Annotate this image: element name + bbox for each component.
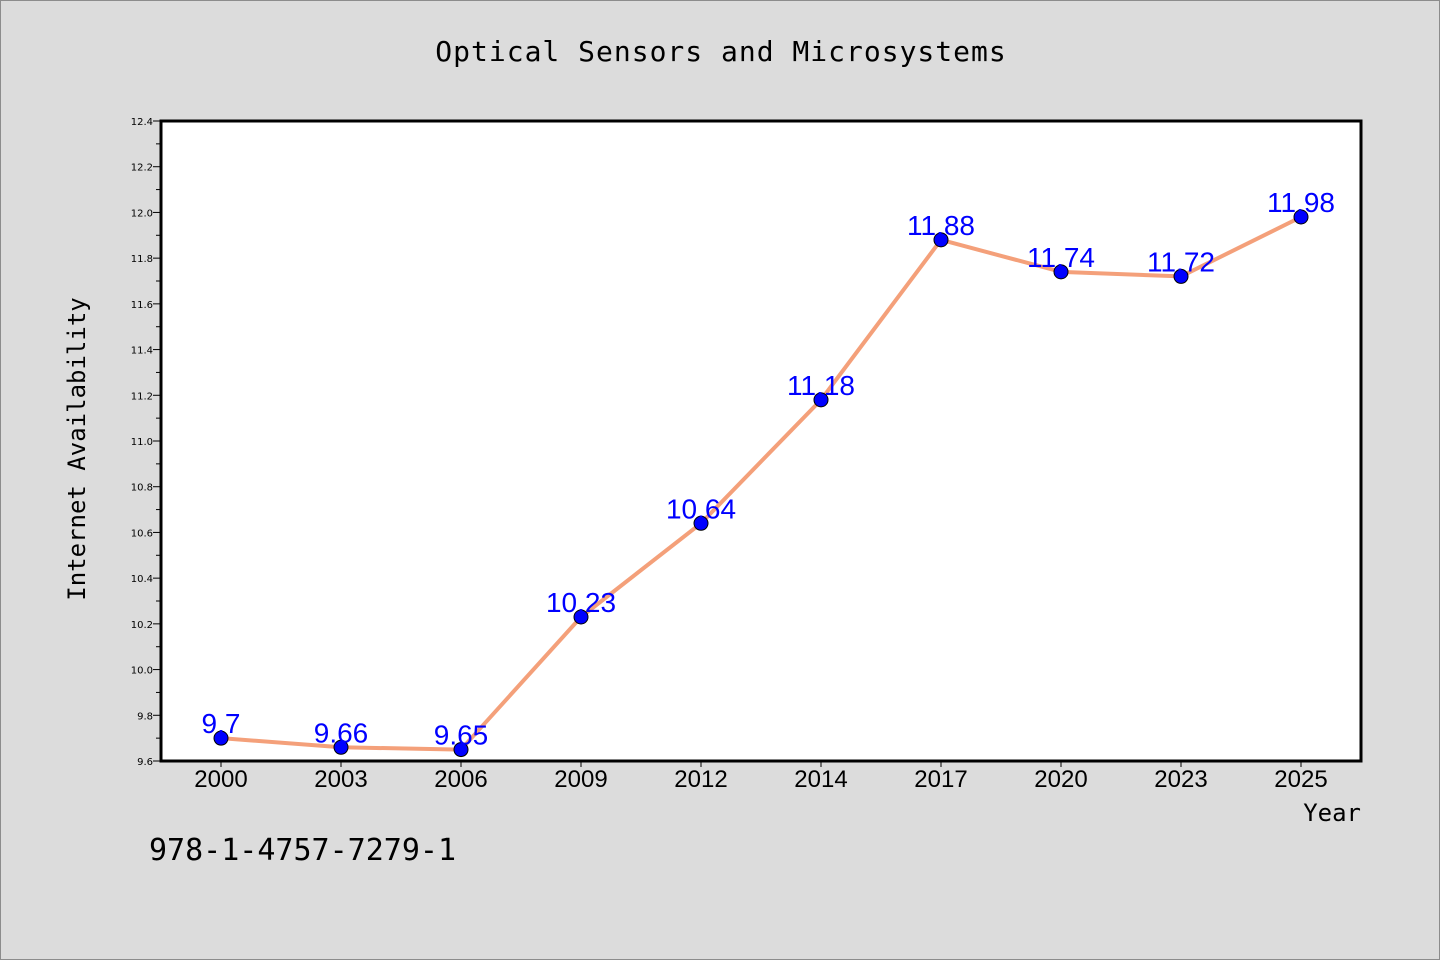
data-label: 10.23 [546, 587, 616, 618]
plot-frame [159, 119, 1363, 763]
x-tick-label: 2009 [554, 766, 607, 793]
y-axis-label: Internet Availability [63, 297, 91, 600]
y-axis: 9.6 9.8 10.0 10.2 10.4 10.6 10.8 11.0 11.2 11.4 11… [131, 117, 161, 768]
x-tick-label: 2023 [1154, 766, 1207, 793]
data-point [333, 739, 349, 755]
data-point [1053, 264, 1069, 280]
data-point [1173, 268, 1189, 284]
x-tick-label: 2012 [674, 766, 727, 793]
data-point [813, 392, 829, 408]
data-point [693, 515, 709, 531]
series-line [219, 215, 1303, 752]
data-label: 9.65 [434, 720, 489, 751]
y-tick-label: 12.2 [131, 163, 153, 174]
y-tick-label: 9.6 [137, 757, 153, 768]
x-tick-label: 2017 [914, 766, 967, 793]
data-label: 11.18 [787, 370, 855, 401]
y-tick-label: 11.2 [131, 391, 153, 402]
y-tick-label: 10.2 [131, 620, 153, 631]
y-tick-label: 10.4 [131, 574, 153, 585]
x-axis-label: Year [1303, 799, 1361, 827]
data-labels: 9.7 9.66 9.65 10.23 10.64 11.18 11.88 11.74 11.7… [202, 187, 1335, 751]
y-tick-label: 11.6 [131, 300, 153, 311]
data-label: 10.64 [666, 493, 736, 524]
x-tick-label: 2014 [794, 766, 847, 793]
y-tick-label: 12.4 [131, 117, 153, 128]
data-label: 9.7 [202, 708, 241, 739]
data-point [213, 730, 229, 746]
series-group [213, 209, 1309, 758]
x-axis: 2000 2003 2006 2009 2012 2014 2017 2020 2023 2025 [194, 761, 1328, 793]
isbn-text: 978-1-4757-7279-1 [149, 833, 457, 868]
y-tick-label: 11.8 [131, 254, 153, 265]
y-tick-label: 9.8 [137, 711, 153, 722]
x-tick-label: 2020 [1034, 766, 1087, 793]
data-label: 11.98 [1267, 187, 1335, 218]
data-label: 11.74 [1027, 242, 1095, 273]
x-tick-label: 2000 [194, 766, 247, 793]
y-tick-label: 11.0 [131, 437, 153, 448]
x-tick-label: 2003 [314, 766, 367, 793]
y-tick-label: 10.0 [131, 666, 153, 677]
y-tick-label: 12.0 [131, 208, 153, 219]
plot-area [161, 121, 1361, 761]
data-point [933, 232, 949, 248]
data-label: 11.72 [1147, 246, 1215, 277]
x-tick-label: 2006 [434, 766, 487, 793]
data-point [453, 742, 469, 758]
y-tick-label: 11.4 [131, 346, 153, 357]
data-label: 11.88 [907, 210, 975, 241]
data-point [573, 609, 589, 625]
data-point [1293, 209, 1309, 225]
y-tick-label: 10.8 [131, 483, 153, 494]
data-label: 9.66 [314, 717, 369, 748]
chart-title: Optical Sensors and Microsystems [435, 35, 1007, 68]
y-tick-label: 10.6 [131, 528, 153, 539]
x-tick-label: 2025 [1274, 766, 1327, 793]
